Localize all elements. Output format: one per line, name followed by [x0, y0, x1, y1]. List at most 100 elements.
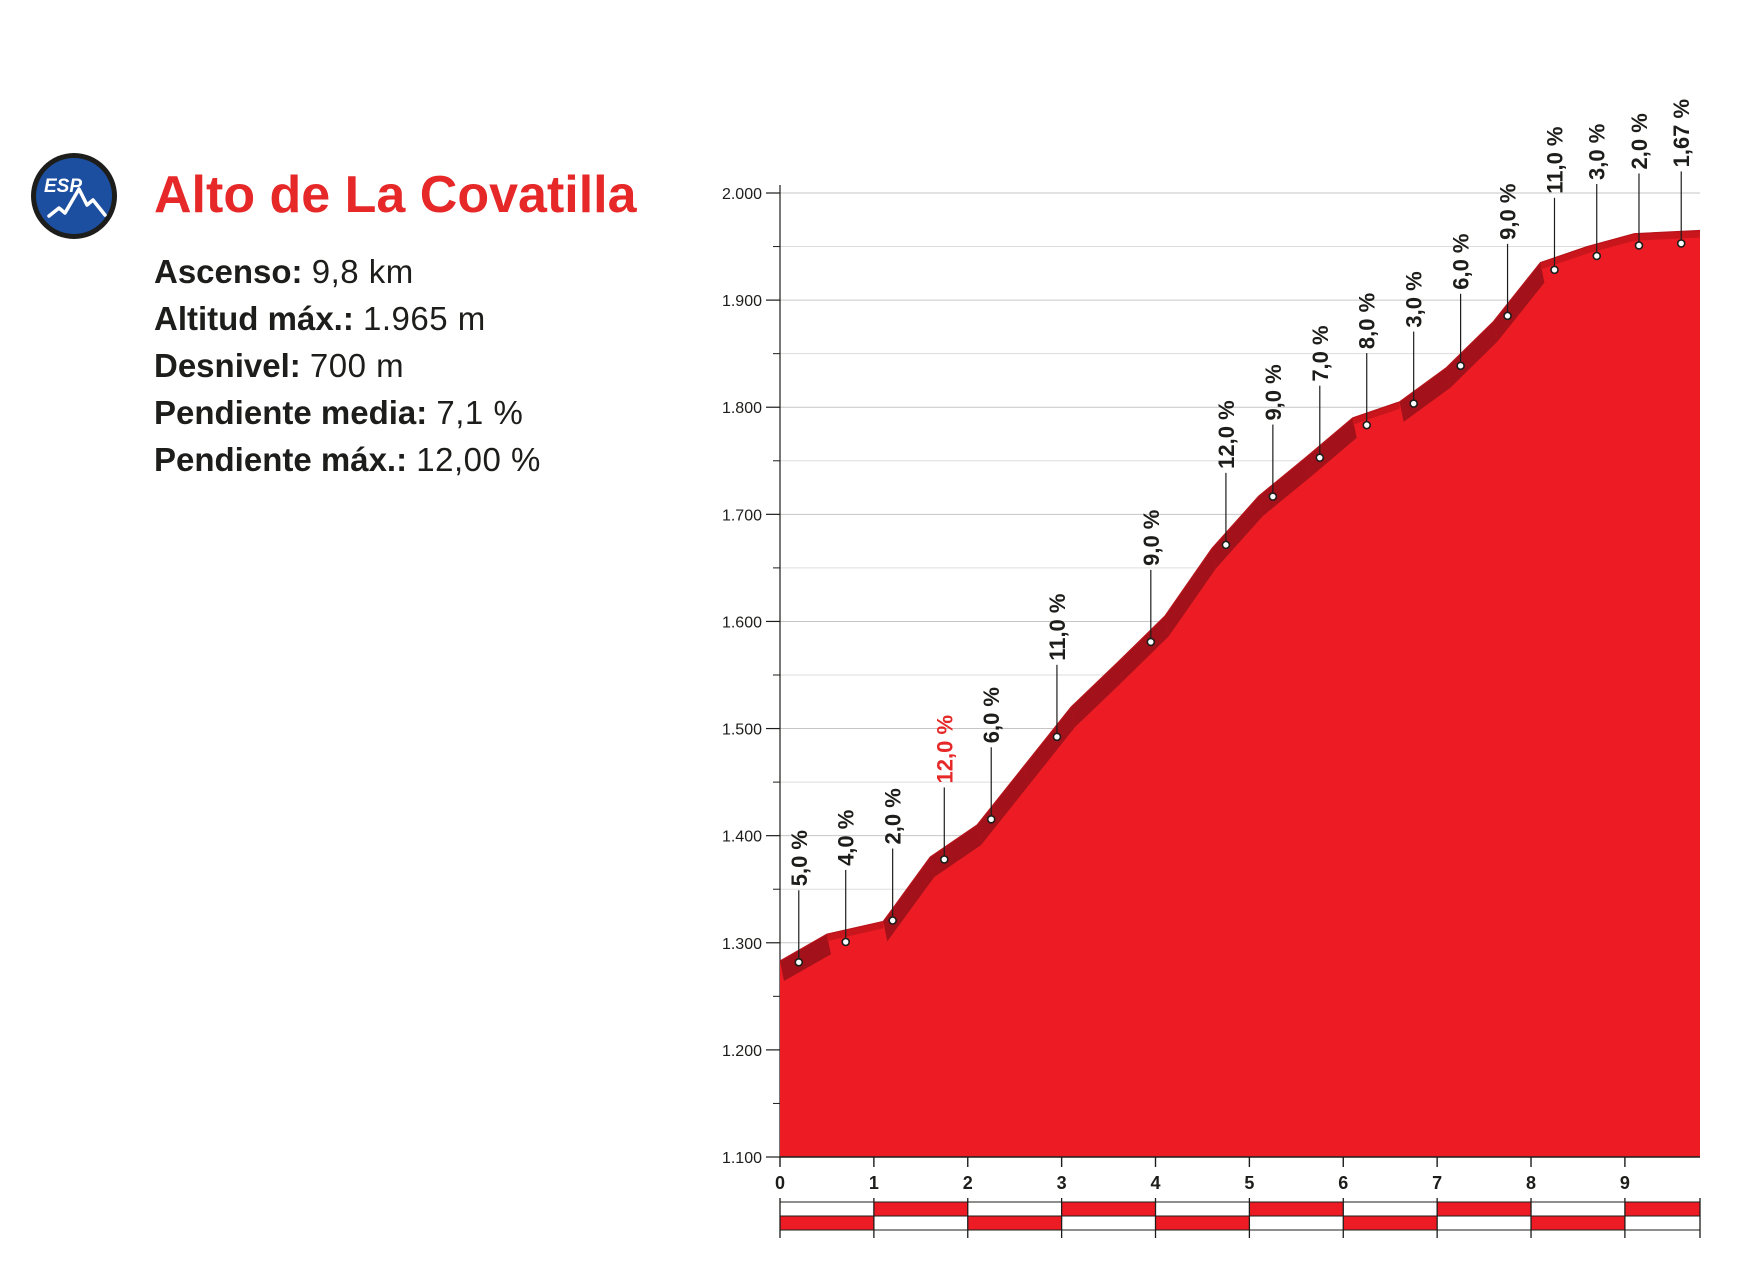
profile-edge-band: [1164, 548, 1216, 637]
stat-ascent: Ascenso: 9,8 km: [154, 248, 541, 295]
profile-edge-band: [1446, 321, 1498, 388]
grade-label: 2,0 %: [881, 788, 906, 844]
scale-segment: [967, 1216, 1062, 1230]
scale-segment: [1249, 1202, 1344, 1216]
grade-marker-dot: [1456, 361, 1465, 371]
grade-marker-dot: [1221, 540, 1231, 550]
profile-edge-band: [1493, 262, 1545, 342]
profile-edge-band: [780, 934, 831, 981]
grade-label: 9,0 %: [1139, 510, 1164, 566]
grade-marker-dot: [794, 957, 804, 967]
profile-edge-band: [977, 766, 1029, 845]
stat-max-altitude: Altitud máx.: 1.965 m: [154, 295, 541, 342]
grade-label: 11,0 %: [1542, 127, 1567, 194]
grade-marker-dot: [888, 916, 897, 925]
stat-value: 12,00 %: [416, 441, 541, 478]
y-axis: 1.100 1.200 1.300 1.400 1.500 1.600 1.700 1.800…: [722, 185, 781, 1167]
grade-label: 4,0 %: [834, 810, 859, 866]
grade-label: 6,0 %: [1449, 234, 1474, 290]
y-tick-label: 1.800: [722, 400, 762, 417]
grade-marker-dot: [939, 855, 949, 864]
profile-edge-band: [1071, 662, 1122, 728]
grade-label: 6,0 %: [979, 687, 1004, 743]
scale-segment: [1155, 1216, 1250, 1230]
grade-label: 5,0 %: [787, 830, 812, 886]
grade-label: 9,0 %: [1261, 364, 1286, 420]
y-tick-label: 1.900: [722, 293, 762, 310]
profile-edge-band: [1305, 417, 1357, 478]
grade-marker-dot: [1634, 241, 1644, 250]
badge-text: ESP: [44, 176, 82, 197]
y-tick-label: 1.400: [722, 829, 762, 846]
grade-label: 12,0 %: [1214, 400, 1239, 469]
grade-label: 1,67 %: [1669, 99, 1694, 168]
profile-edge-band: [1211, 496, 1263, 569]
profile-edge-band: [826, 921, 884, 942]
grade-label: 3,0 %: [1585, 124, 1610, 180]
x-tick-label: 6: [1338, 1173, 1348, 1193]
x-tick-label: 8: [1526, 1173, 1536, 1193]
y-tick-label: 1.700: [722, 507, 762, 524]
x-tick-label: 1: [869, 1173, 879, 1193]
grade-marker-dot: [1315, 453, 1325, 462]
grade-marker-dot: [1146, 637, 1156, 647]
grade-label: 3,0 %: [1402, 271, 1427, 327]
x-tick-label: 3: [1057, 1173, 1067, 1193]
grade-label: 2,0 %: [1627, 113, 1652, 169]
stat-elevation-gain: Desnivel: 700 m: [154, 342, 541, 389]
grade-label: 9,0 %: [1496, 184, 1521, 240]
climb-title: Alto de La Covatilla: [154, 166, 637, 224]
gradient-labels: 5,0 % 4,0 % 2,0 % 12,0 % 6,0 % 11,0 % 9,0 % 12,…: [787, 99, 1694, 967]
grade-marker-dot: [1362, 420, 1372, 430]
y-tick-label: 1.100: [722, 1150, 762, 1167]
grade-marker-dot: [1550, 265, 1559, 275]
x-tick-label: 2: [963, 1173, 973, 1193]
grade-marker-dot: [1052, 732, 1062, 742]
stat-value: 700 m: [309, 347, 405, 384]
scale-segment: [873, 1202, 968, 1216]
stat-average-gradient: Pendiente media: 7,1 %: [154, 389, 541, 436]
grade-label: 12,0 %: [932, 715, 957, 784]
profile-fill: [780, 230, 1700, 1157]
profile-area: [779, 229, 1701, 1157]
stat-label: Pendiente media:: [154, 394, 428, 431]
y-tick-label: 1.200: [722, 1043, 762, 1060]
stat-label: Ascenso:: [154, 253, 303, 290]
scale-segment: [1437, 1202, 1532, 1216]
scale-segment: [1061, 1202, 1156, 1216]
profile-edge-band: [1117, 616, 1169, 683]
y-tick-label: 1.300: [722, 936, 762, 953]
y-tick-label: 2.000: [722, 186, 762, 203]
grade-marker-dot: [986, 814, 996, 824]
profile-edge-band: [1540, 246, 1588, 270]
profile-edge-band: [1024, 707, 1076, 787]
grade-marker-dot: [1676, 239, 1686, 248]
profile-edge-band: [1399, 367, 1451, 422]
grade-marker-dot: [1409, 399, 1418, 408]
stat-max-gradient: Pendiente máx.: 12,00 %: [154, 436, 541, 483]
x-tick-label: 0: [775, 1173, 785, 1193]
grade-label: 11,0 %: [1045, 594, 1070, 661]
scale-segment: [1531, 1216, 1625, 1230]
y-tick-label: 1.500: [722, 722, 762, 739]
stat-value: 9,8 km: [311, 253, 414, 290]
profile-edge-band: [1258, 457, 1310, 517]
y-tick-label: 1.600: [722, 614, 762, 631]
x-tick-label: 5: [1244, 1173, 1254, 1193]
stat-label: Pendiente máx.:: [154, 441, 408, 478]
stat-label: Altitud máx.:: [154, 300, 354, 337]
grade-marker-dot: [1503, 311, 1512, 321]
stat-value: 7,1 %: [436, 394, 524, 431]
grade-marker-dot: [841, 937, 851, 947]
x-tick-label: 9: [1620, 1173, 1630, 1193]
climb-stats: Ascenso: 9,8 km Altitud máx.: 1.965 m De…: [154, 248, 541, 483]
grade-label: 8,0 %: [1355, 293, 1380, 349]
x-tick-label: 4: [1151, 1173, 1161, 1193]
scale-segment: [1624, 1202, 1700, 1216]
x-axis: 0 1 2 3 4 5 6 7 8 9: [775, 1156, 1700, 1193]
esp-mountain-badge-icon: ESP: [31, 153, 117, 239]
scale-segment: [1343, 1216, 1438, 1230]
stat-value: 1.965 m: [363, 300, 486, 337]
profile-edge-band: [930, 824, 982, 878]
